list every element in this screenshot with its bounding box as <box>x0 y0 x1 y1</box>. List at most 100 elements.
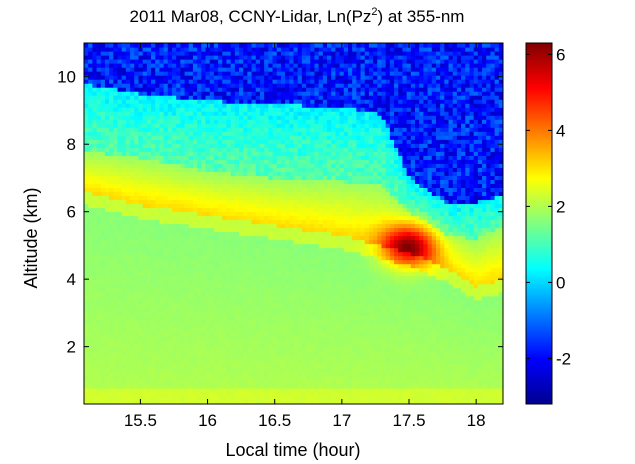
heatmap-cell <box>117 123 123 128</box>
heatmap-cell <box>192 131 198 136</box>
heatmap-cell <box>142 347 148 353</box>
heatmap-cell <box>117 159 123 164</box>
heatmap-cell <box>310 207 316 213</box>
heatmap-cell <box>301 95 307 100</box>
heatmap-cell <box>117 239 123 245</box>
heatmap-cell <box>113 127 119 132</box>
heatmap-cell <box>251 91 257 96</box>
heatmap-cell <box>218 87 223 92</box>
heatmap-cell <box>121 399 127 404</box>
heatmap-cell <box>247 211 253 217</box>
heatmap-cell <box>218 287 223 293</box>
heatmap-cell <box>293 179 299 184</box>
heatmap-cell <box>167 207 173 213</box>
heatmap-cell <box>201 307 207 313</box>
heatmap-cell <box>259 119 265 124</box>
heatmap-cell <box>251 351 257 357</box>
heatmap-cell <box>301 107 307 112</box>
heatmap-cell <box>163 271 169 277</box>
heatmap-cell <box>184 175 190 180</box>
heatmap-cell <box>285 319 290 325</box>
heatmap-cell <box>84 291 89 297</box>
heatmap-cell <box>180 339 186 345</box>
heatmap-cell <box>205 51 211 56</box>
heatmap-cell <box>255 163 261 168</box>
heatmap-cell <box>293 235 299 241</box>
heatmap-cell <box>167 279 173 285</box>
heatmap-cell <box>121 107 127 112</box>
heatmap-cell <box>104 275 110 281</box>
heatmap-cell <box>134 331 140 337</box>
heatmap-cell <box>234 343 240 349</box>
heatmap-cell <box>222 207 228 213</box>
heatmap-cell <box>230 335 236 341</box>
heatmap-cell <box>176 395 181 401</box>
heatmap-cell <box>151 315 156 321</box>
heatmap-cell <box>104 291 110 297</box>
heatmap-cell <box>121 51 127 56</box>
heatmap-cell <box>213 231 219 237</box>
heatmap-cell <box>201 355 207 361</box>
heatmap-cell <box>243 159 249 164</box>
heatmap-cell <box>255 307 261 313</box>
heatmap-cell <box>163 399 169 404</box>
heatmap-cell <box>88 255 93 261</box>
heatmap-cell <box>301 235 307 241</box>
heatmap-cell <box>92 203 98 209</box>
heatmap-cell <box>213 339 219 345</box>
heatmap-cell <box>285 135 290 140</box>
heatmap-cell <box>100 343 106 349</box>
heatmap-cell <box>213 351 219 357</box>
heatmap-cell <box>113 195 119 201</box>
heatmap-cell <box>259 315 265 321</box>
heatmap-cell <box>130 123 135 128</box>
heatmap-cell <box>155 227 161 233</box>
heatmap-cell <box>201 111 207 116</box>
heatmap-cell <box>209 183 215 188</box>
heatmap-cell <box>297 71 303 76</box>
heatmap-cell <box>218 155 223 160</box>
heatmap-cell <box>100 103 106 108</box>
heatmap-cell <box>104 79 110 84</box>
heatmap-cell <box>297 195 303 201</box>
heatmap-cell <box>151 195 156 201</box>
heatmap-cell <box>197 315 202 321</box>
heatmap-cell <box>92 219 98 225</box>
heatmap-cell <box>134 243 140 249</box>
heatmap-cell <box>134 375 140 381</box>
heatmap-cell <box>285 187 290 193</box>
heatmap-cell <box>268 203 274 209</box>
heatmap-cell <box>259 371 265 377</box>
heatmap-cell <box>259 51 265 56</box>
heatmap-cell <box>234 271 240 277</box>
heatmap-cell <box>259 123 265 128</box>
heatmap-cell <box>138 363 144 369</box>
heatmap-cell <box>268 311 274 317</box>
heatmap-cell <box>255 347 261 353</box>
heatmap-cell <box>306 199 311 205</box>
heatmap-cell <box>121 63 127 68</box>
heatmap-cell <box>239 139 244 144</box>
heatmap-cell <box>247 375 253 381</box>
heatmap-cell <box>138 175 144 180</box>
heatmap-cell <box>306 43 311 48</box>
heatmap-cell <box>239 227 244 233</box>
heatmap-cell <box>285 243 290 249</box>
heatmap-cell <box>138 383 144 389</box>
heatmap-cell <box>268 371 274 377</box>
heatmap-cell <box>222 371 228 377</box>
heatmap-cell <box>247 131 253 136</box>
heatmap-cell <box>146 191 152 197</box>
heatmap-cell <box>117 399 123 404</box>
heatmap-cell <box>92 355 98 361</box>
heatmap-cell <box>163 247 169 253</box>
heatmap-cell <box>117 287 123 293</box>
heatmap-cell <box>192 51 198 56</box>
heatmap-cell <box>192 195 198 201</box>
heatmap-cell <box>280 255 286 261</box>
heatmap-cell <box>268 239 274 245</box>
heatmap-cell <box>264 155 269 160</box>
heatmap-cell <box>268 379 274 385</box>
heatmap-cell <box>84 315 89 321</box>
heatmap-cell <box>117 279 123 285</box>
